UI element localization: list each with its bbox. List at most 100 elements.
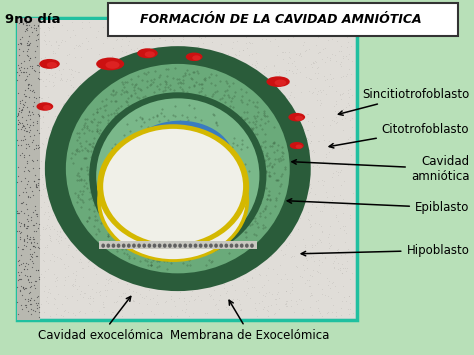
Point [29, 122, 37, 127]
Point [60, 136, 68, 142]
Point [23, 226, 31, 231]
Point [282, 300, 290, 306]
Point [19, 246, 27, 252]
Point [277, 133, 285, 139]
Point [201, 234, 208, 240]
Point [236, 65, 244, 71]
Ellipse shape [133, 173, 138, 178]
Point [14, 110, 21, 116]
Point [334, 248, 342, 254]
Point [31, 54, 38, 60]
Point [213, 200, 221, 206]
Point [228, 220, 235, 225]
Point [114, 299, 121, 304]
Point [31, 228, 38, 233]
Point [180, 34, 187, 40]
Point [262, 122, 270, 128]
Point [230, 80, 237, 86]
Point [73, 114, 81, 120]
Point [286, 291, 293, 296]
Point [300, 171, 308, 176]
Point [281, 92, 288, 97]
Point [330, 258, 338, 264]
Point [201, 212, 209, 218]
Point [297, 53, 305, 59]
Point [116, 100, 123, 106]
Point [300, 198, 307, 204]
Ellipse shape [96, 58, 124, 70]
Point [22, 240, 30, 245]
Point [236, 130, 244, 135]
Point [21, 136, 29, 142]
Point [119, 267, 127, 273]
Point [16, 228, 23, 234]
Point [63, 52, 71, 58]
Text: 9no día: 9no día [5, 13, 61, 26]
Point [132, 27, 140, 33]
Point [171, 149, 178, 154]
Text: FORMACIÓN DE LA CAVIDAD AMNIÓTICA: FORMACIÓN DE LA CAVIDAD AMNIÓTICA [140, 13, 421, 26]
Point [170, 185, 178, 191]
Point [301, 267, 308, 273]
Point [337, 312, 345, 318]
Point [320, 203, 328, 209]
Point [61, 118, 69, 123]
Point [55, 67, 63, 73]
Point [69, 293, 76, 299]
Point [33, 239, 40, 245]
Point [184, 108, 192, 114]
Point [322, 154, 329, 159]
Point [30, 132, 38, 138]
Point [175, 270, 182, 275]
Ellipse shape [198, 175, 203, 181]
Point [326, 71, 334, 77]
Point [177, 285, 184, 290]
Point [69, 281, 77, 286]
Point [74, 222, 82, 228]
Point [154, 255, 162, 260]
Point [271, 36, 279, 42]
Point [17, 17, 24, 23]
Point [321, 292, 328, 298]
Point [23, 158, 30, 164]
Ellipse shape [96, 98, 259, 253]
Point [210, 53, 218, 59]
Point [19, 160, 27, 166]
Point [39, 257, 46, 263]
Point [26, 306, 34, 311]
Point [197, 230, 204, 236]
Point [316, 209, 324, 214]
Point [92, 203, 100, 209]
Point [185, 29, 193, 35]
Point [260, 70, 268, 76]
Point [248, 134, 255, 140]
Point [344, 25, 352, 31]
Point [18, 208, 25, 214]
Point [230, 141, 237, 146]
Point [103, 157, 110, 162]
Point [112, 26, 120, 31]
Point [64, 190, 72, 196]
Point [206, 175, 213, 181]
Point [332, 255, 340, 261]
Ellipse shape [290, 142, 304, 149]
Point [131, 128, 138, 133]
Point [34, 62, 41, 68]
Point [51, 153, 59, 158]
Point [226, 72, 233, 78]
Point [33, 19, 41, 25]
Point [172, 30, 180, 36]
Point [16, 230, 24, 236]
Point [15, 52, 22, 58]
Point [228, 45, 236, 50]
Point [330, 103, 337, 109]
Point [198, 255, 205, 261]
Point [39, 78, 47, 84]
Point [313, 162, 321, 168]
Point [319, 182, 327, 188]
Point [162, 298, 169, 304]
Point [239, 213, 247, 218]
Point [220, 146, 228, 152]
Point [186, 195, 193, 201]
Point [200, 236, 208, 241]
